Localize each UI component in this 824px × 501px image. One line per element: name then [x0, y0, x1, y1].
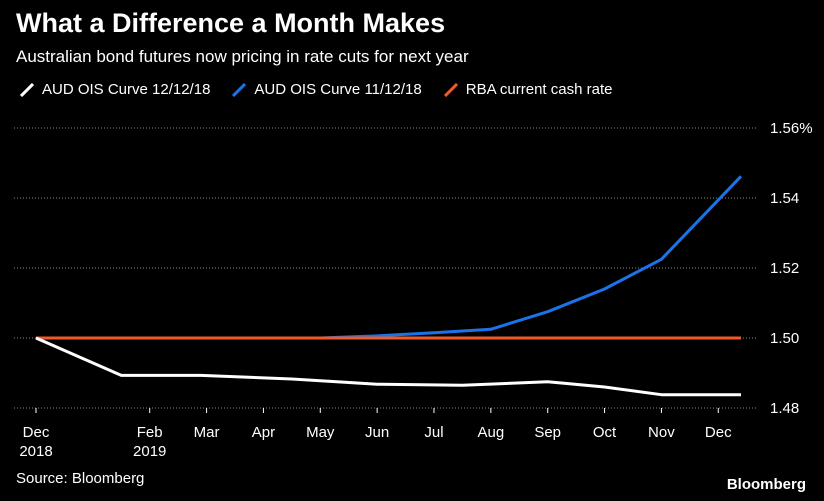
legend-item-aud-ois-12-12-18: AUD OIS Curve 12/12/18 — [20, 81, 210, 98]
chart-subtitle: Australian bond futures now pricing in r… — [16, 47, 469, 66]
legend-label: RBA current cash rate — [465, 81, 613, 98]
series-lines — [35, 175, 743, 397]
x-tick-label: May — [306, 424, 335, 441]
legend-label: AUD OIS Curve 11/12/18 — [254, 81, 422, 98]
y-tick-label: 1.52 — [770, 260, 799, 277]
x-tick-label: Dec — [705, 424, 732, 441]
y-tick-label: 1.56% — [770, 120, 813, 137]
y-tick-label: 1.54 — [770, 190, 799, 207]
x-tick-label: Sep — [534, 424, 561, 441]
x-tick-label: Nov — [648, 424, 675, 441]
x-tick-label: Oct — [593, 424, 617, 441]
chart-title: What a Difference a Month Makes — [16, 8, 446, 38]
legend-swatch-orange-icon — [443, 82, 458, 97]
legend-label: AUD OIS Curve 12/12/18 — [42, 81, 211, 98]
x-tick-label: Aug — [477, 424, 504, 441]
x-tick-label: Feb 2019 — [133, 424, 166, 460]
x-tick-label: Mar — [194, 424, 220, 441]
legend-swatch-blue-icon — [232, 82, 247, 97]
series-line-1 — [36, 175, 743, 340]
legend-item-rba-cash-rate: RBA current cash rate — [443, 81, 613, 98]
x-tick-label: Dec 2018 — [19, 424, 52, 460]
x-tick-label: Jul — [424, 424, 443, 441]
x-tick-label: Jun — [365, 424, 389, 441]
y-tick-label: 1.48 — [770, 400, 799, 417]
x-tick-label: Apr — [252, 424, 275, 441]
legend: AUD OIS Curve 12/12/18 AUD OIS Curve 11/… — [20, 81, 612, 98]
source-note: Source: Bloomberg — [16, 470, 145, 487]
y-tick-label: 1.50 — [770, 330, 799, 347]
x-axis-ticks: Dec 2018 Feb 2019 Mar Apr May Jun Jul Aug Sep Oct No… — [19, 408, 732, 460]
y-axis-ticks: 1.48 1.50 1.52 1.54 1.56% — [770, 120, 813, 417]
series-line-0 — [35, 336, 741, 397]
bloomberg-logo: Bloomberg — [726, 476, 806, 493]
legend-item-aud-ois-11-12-18: AUD OIS Curve 11/12/18 — [232, 81, 422, 98]
legend-swatch-white-icon — [20, 82, 34, 97]
